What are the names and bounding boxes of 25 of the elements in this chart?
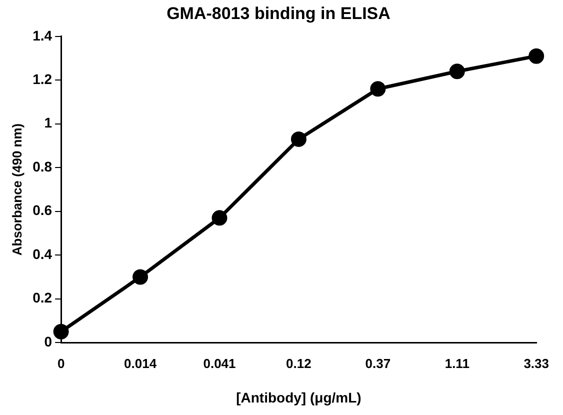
chart-title: GMA-8013 binding in ELISA — [166, 4, 390, 23]
point — [212, 210, 228, 226]
x-tick-label: 1.11 — [444, 356, 470, 371]
y-tick-label: 0.8 — [32, 158, 52, 174]
point — [53, 324, 69, 340]
y-tick-label: 0.2 — [32, 290, 52, 306]
x-axis-title: [Antibody] (μg/mL) — [236, 389, 362, 406]
y-tick-label: 0 — [44, 333, 52, 350]
y-tick-label: 1.2 — [32, 71, 52, 87]
point — [290, 131, 306, 147]
x-tick-label: 0.014 — [124, 356, 158, 371]
point — [370, 81, 386, 97]
point — [132, 269, 148, 285]
x-tick-label: 3.33 — [524, 356, 550, 371]
y-tick-label: 0.4 — [32, 246, 52, 262]
x-tick-label: 0.041 — [203, 356, 236, 371]
point — [528, 48, 544, 64]
x-tick-label: 0 — [57, 356, 65, 371]
y-tick-label: 1 — [44, 114, 52, 131]
y-tick-label: 0.6 — [32, 202, 52, 218]
point — [449, 64, 465, 80]
x-tick-label: 0.37 — [365, 356, 391, 371]
x-tick-label: 0.12 — [286, 356, 312, 371]
y-axis-title: Absorbance (490 nm) — [9, 123, 24, 256]
y-tick-label: 1.4 — [32, 27, 52, 44]
